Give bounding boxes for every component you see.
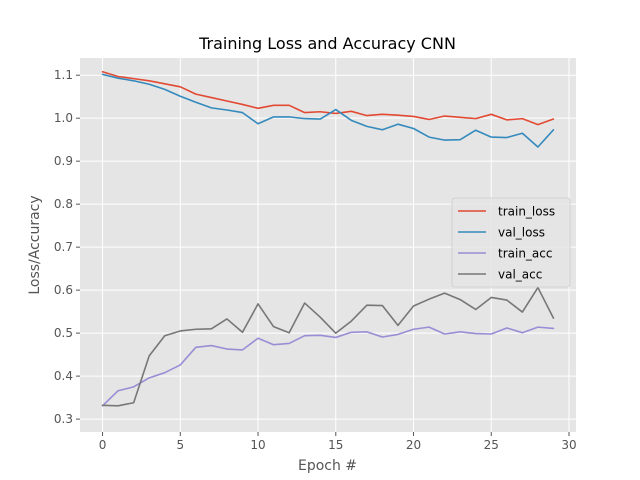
y-ticks: 0.3 0.4 0.5 0.6 0.7 0.8 0.9 1.0 1.1 (54, 68, 80, 426)
y-tick-label: 0.3 (54, 412, 73, 426)
y-tick-label: 0.8 (54, 197, 73, 211)
x-ticks: 0 5 10 15 20 25 30 (99, 432, 577, 452)
series-line-val-acc (101, 286, 555, 407)
y-tick-label: 1.0 (54, 111, 73, 125)
legend-label: val_loss (498, 226, 545, 240)
series-line-train-loss (101, 70, 555, 126)
y-tick-label: 0.9 (54, 154, 73, 168)
y-tick-label: 0.5 (54, 326, 73, 340)
x-tick-label: 10 (250, 438, 265, 452)
series-line-train-acc (101, 326, 555, 407)
legend-label: val_acc (498, 268, 542, 282)
legend: train_loss val_loss train_acc val_acc (451, 197, 571, 288)
y-tick-label: 0.4 (54, 369, 73, 383)
x-tick-label: 20 (406, 438, 421, 452)
x-tick-label: 5 (176, 438, 184, 452)
series-line-val-loss (101, 73, 555, 148)
legend-label: train_acc (498, 247, 552, 261)
x-tick-label: 25 (484, 438, 499, 452)
y-tick-label: 0.7 (54, 240, 73, 254)
chart-title: Training Loss and Accuracy CNN (198, 34, 456, 53)
x-tick-label: 30 (561, 438, 576, 452)
x-tick-label: 0 (99, 438, 107, 452)
legend-label: train_loss (498, 205, 555, 219)
y-tick-label: 0.6 (54, 283, 73, 297)
series-lines (101, 70, 555, 407)
y-axis-label: Loss/Accuracy (27, 195, 43, 294)
y-tick-label: 1.1 (54, 68, 73, 82)
legend-box (451, 197, 571, 288)
x-tick-label: 15 (328, 438, 343, 452)
x-axis-label: Epoch # (298, 458, 357, 474)
